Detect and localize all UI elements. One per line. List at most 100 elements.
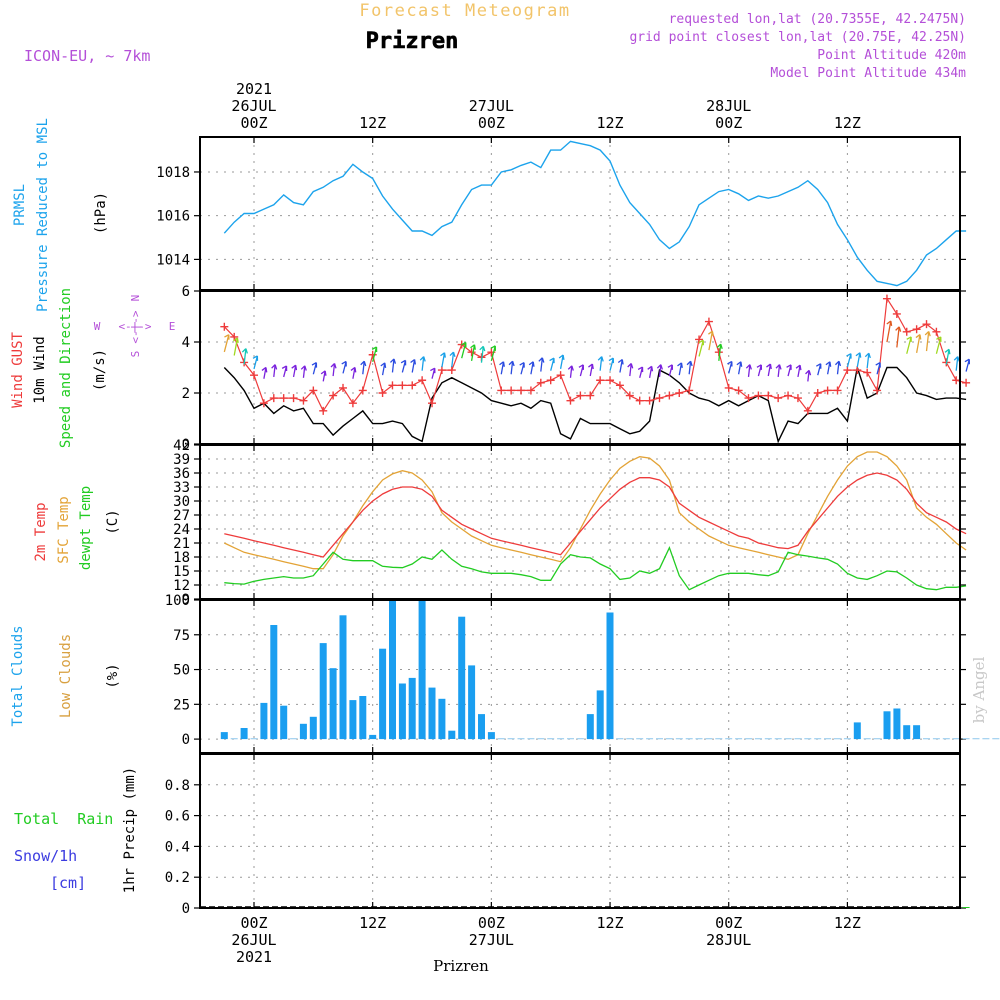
y-tick-label: 9 xyxy=(182,592,190,608)
wind-direction-arrow xyxy=(924,330,931,352)
wind-direction-arrow xyxy=(350,366,357,379)
wind-direction-arrow xyxy=(311,362,318,375)
t2m-name: 2m Temp xyxy=(33,502,49,561)
bottom-time-label: 2021 xyxy=(236,948,272,966)
total-cloud-bar xyxy=(359,696,367,740)
gust-marker xyxy=(378,389,387,397)
top-time-label: 28JUL xyxy=(706,97,751,115)
total-cloud-bar xyxy=(735,738,743,740)
total-cloud-bar xyxy=(537,738,545,740)
y-tick-label: 39 xyxy=(173,452,190,468)
gust-marker xyxy=(339,383,348,392)
total-cloud-bar xyxy=(438,698,446,740)
total-cloud-bar xyxy=(468,665,476,740)
top-time-label: 00Z xyxy=(478,114,505,132)
total-cloud-bar xyxy=(418,600,426,740)
gust-marker xyxy=(843,366,852,375)
wind-direction-arrow xyxy=(608,357,615,371)
gust-marker xyxy=(863,368,872,377)
top-time-label: 2021 xyxy=(236,80,272,98)
y-tick-label: 12 xyxy=(173,578,190,594)
gust-marker xyxy=(556,371,565,380)
wind-direction-arrow xyxy=(825,361,832,375)
gust-marker xyxy=(922,320,931,329)
y-tick-label: 0.8 xyxy=(165,778,190,794)
gust-marker xyxy=(912,325,921,334)
wind-direction-arrow xyxy=(795,364,802,378)
location-title: Prizren xyxy=(366,29,459,54)
gust-marker xyxy=(625,391,634,400)
total-cloud-bar xyxy=(883,711,891,740)
wind-direction-arrow xyxy=(698,339,704,357)
gust-marker xyxy=(269,394,278,403)
y-tick-label: 0.2 xyxy=(165,870,190,886)
gust-marker xyxy=(813,389,822,397)
bottom-time-label: 12Z xyxy=(596,914,623,932)
wind-name: 10m Wind xyxy=(32,336,48,403)
gust-marker xyxy=(289,394,298,403)
wind-direction-arrow xyxy=(371,346,378,362)
total-cloud-bar xyxy=(260,702,268,740)
y-tick-label: 1016 xyxy=(156,209,190,225)
wind-direction-arrow xyxy=(766,363,772,377)
wind-direction-arrow xyxy=(389,358,397,373)
gust-marker xyxy=(467,348,476,357)
wind-direction-arrow xyxy=(588,363,594,377)
gust-marker xyxy=(823,386,832,395)
total-cloud-bar xyxy=(675,738,683,740)
total-cloud-bar xyxy=(329,668,337,740)
cloud-unit: (%) xyxy=(105,663,121,688)
gust-marker xyxy=(724,383,733,392)
snow-name: Snow/1h xyxy=(14,847,77,865)
bottom-time-label: 00Z xyxy=(478,914,505,932)
wind-direction-arrow xyxy=(727,360,733,374)
y-tick-label: 75 xyxy=(173,628,190,644)
bottom-time-label: 28JUL xyxy=(706,931,751,949)
wind-direction-arrow xyxy=(320,370,327,382)
gust-line xyxy=(223,296,967,413)
wind-direction-arrow xyxy=(964,358,971,372)
wind-direction-arrow xyxy=(430,367,436,379)
total-cloud-bar xyxy=(764,738,772,740)
top-time-label: 00Z xyxy=(240,114,267,132)
precip-axis-label: 1hr Precip (mm) xyxy=(122,767,138,893)
total-cloud-bar xyxy=(695,738,703,740)
pressure-name-2: Pressure Reduced to MSL xyxy=(35,118,51,312)
gust-marker xyxy=(655,394,664,403)
total-cloud-bar xyxy=(873,738,881,740)
wind-direction-arrow xyxy=(805,369,812,382)
y-tick-label: 1014 xyxy=(156,252,190,268)
wind-direction-arrow xyxy=(745,364,752,378)
total-cloud-bar xyxy=(853,722,861,740)
wind-direction-arrow xyxy=(875,362,881,375)
total-cloud-bar xyxy=(952,738,960,740)
total-clouds-name: Total Clouds xyxy=(10,625,26,726)
gust-marker xyxy=(428,399,437,408)
top-time-label: 00Z xyxy=(715,114,742,132)
rain-name: Total Rain xyxy=(14,810,113,828)
total-cloud-bar xyxy=(250,738,258,740)
gust-marker xyxy=(358,386,367,395)
wind-direction-arrow xyxy=(895,326,902,348)
total-cloud-bar xyxy=(745,738,752,740)
wind-direction-arrow xyxy=(252,355,259,370)
total-cloud-bar xyxy=(834,738,841,740)
total-cloud-bar xyxy=(220,732,228,740)
wind-unit: (m/s) xyxy=(92,349,108,391)
gust-marker xyxy=(784,391,793,400)
total-cloud-bar xyxy=(270,625,278,740)
panel-frame xyxy=(199,136,961,291)
wind-direction-arrow xyxy=(261,366,268,379)
gust-marker xyxy=(754,391,763,400)
y-tick-label: 0 xyxy=(182,901,190,917)
gust-marker xyxy=(962,378,971,387)
total-cloud-bar xyxy=(913,725,921,740)
total-cloud-bar xyxy=(517,738,525,740)
gust-marker xyxy=(309,386,318,395)
gust-marker xyxy=(952,376,961,385)
gust-marker xyxy=(220,322,229,331)
wind-direction-arrow xyxy=(915,334,922,353)
total-cloud-bar xyxy=(932,738,940,740)
panel-frame xyxy=(199,753,961,909)
